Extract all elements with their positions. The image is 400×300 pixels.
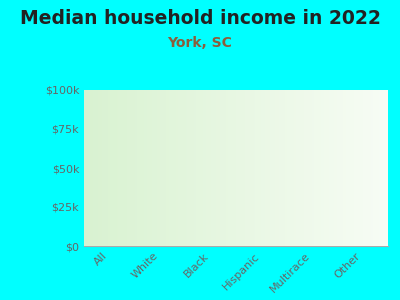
Bar — [249, 115, 274, 246]
Text: York, SC: York, SC — [168, 36, 232, 50]
Bar — [198, 162, 223, 246]
Text: Median household income in 2022: Median household income in 2022 — [20, 9, 380, 28]
Bar — [299, 187, 325, 246]
Bar — [350, 115, 375, 246]
Bar — [147, 163, 173, 246]
Bar — [97, 167, 122, 246]
Text: City-Data.com: City-Data.com — [259, 120, 323, 129]
